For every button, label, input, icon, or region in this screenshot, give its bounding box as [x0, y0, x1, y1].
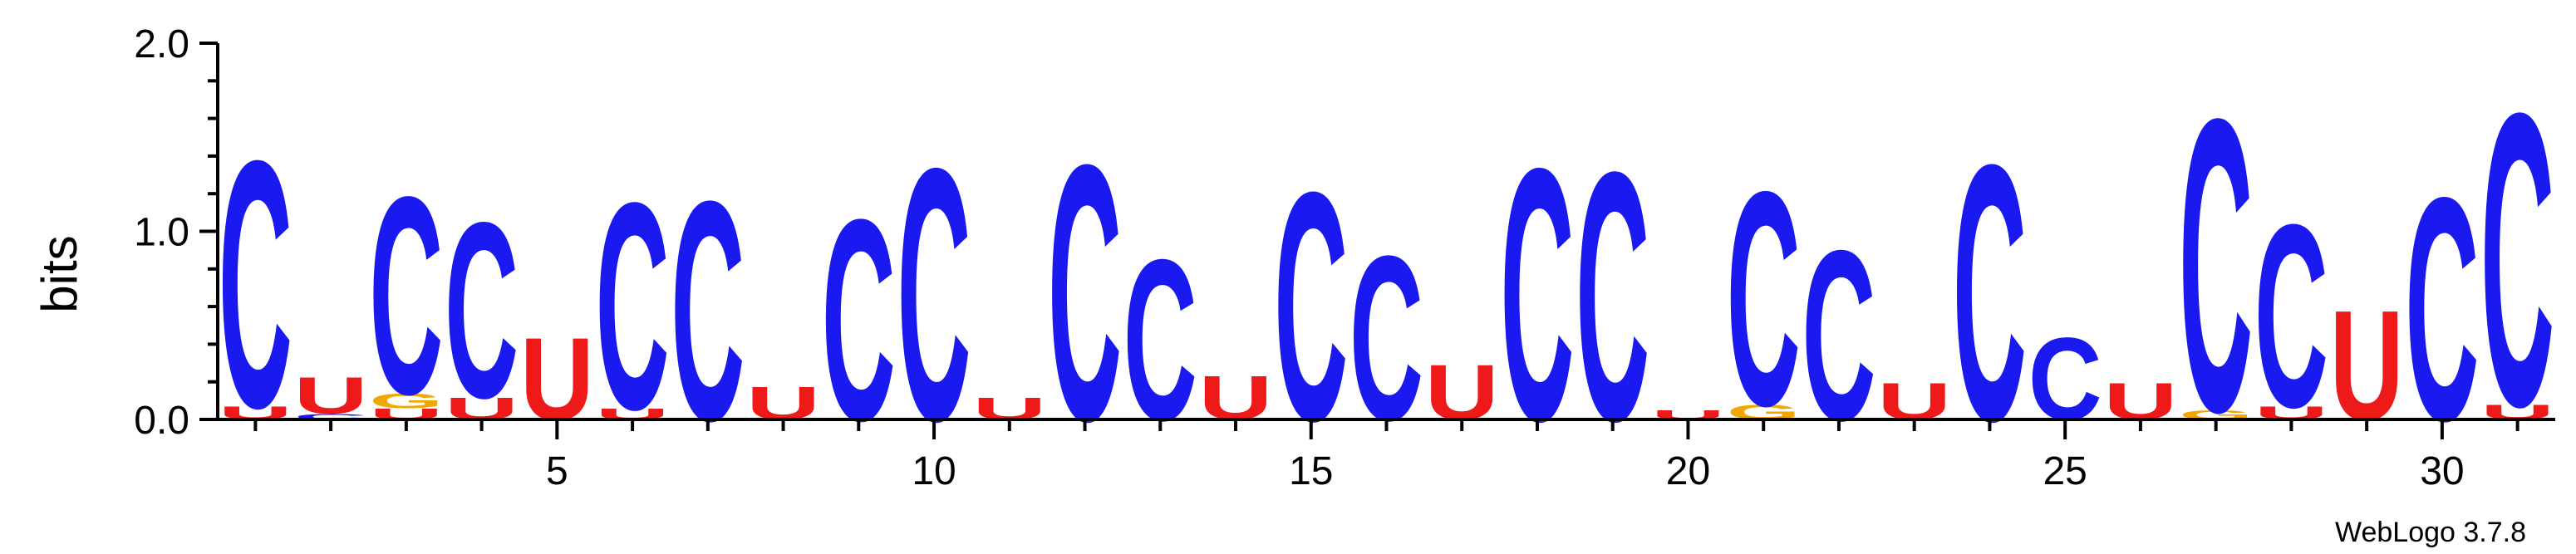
letter-glyph-c: C — [1953, 88, 2027, 498]
letter-glyph-c: C — [671, 137, 745, 487]
letter-glyph-c: C — [2480, 26, 2554, 493]
weblogo-version-label: WebLogo 3.7.8 — [2335, 517, 2526, 548]
letter-glyph-c: C — [294, 412, 368, 421]
x-tick-label: 5 — [546, 449, 568, 493]
y-tick-label: 2.0 — [134, 22, 189, 66]
y-tick-label: 1.0 — [134, 211, 189, 255]
x-tick-label: 20 — [1666, 449, 1710, 493]
letter-glyph-c: C — [1727, 130, 1801, 470]
y-axis-label: bits — [32, 235, 87, 312]
letter-glyph-c: C — [596, 142, 670, 472]
letter-glyph-u: U — [294, 366, 368, 425]
letter-glyph-c: C — [1501, 93, 1575, 497]
x-tick-label: 10 — [912, 449, 956, 493]
y-tick-label: 0.0 — [134, 399, 189, 443]
axes-layer: 0.0 1.0 2.0 5 10 15 20 25 30 — [134, 22, 2555, 493]
letter-glyph-c: C — [822, 160, 896, 481]
letter-glyph-c: C — [219, 88, 293, 482]
letter-glyph-c: C — [1048, 88, 1122, 498]
letter-glyph-g: G — [369, 390, 443, 413]
x-tick-label: 25 — [2043, 449, 2087, 493]
x-tick-label: 15 — [1289, 449, 1333, 493]
x-tick-label: 30 — [2420, 449, 2464, 493]
letter-glyph-c: C — [445, 169, 519, 450]
letter-glyph-c: C — [369, 139, 443, 453]
letter-glyph-c: C — [2254, 170, 2328, 463]
letter-glyph-c: C — [1576, 98, 1649, 495]
